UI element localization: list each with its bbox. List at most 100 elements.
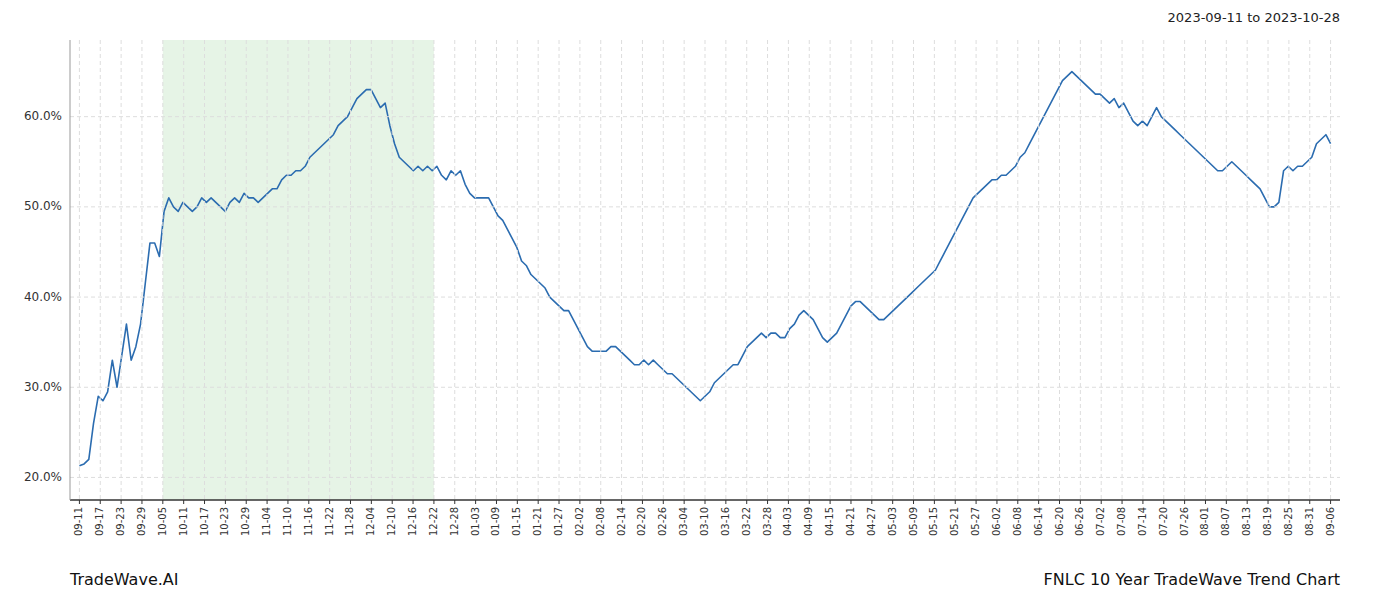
x-tick-label: 01-27 — [553, 507, 564, 536]
x-grid-line — [621, 40, 622, 500]
x-grid-line — [1017, 40, 1018, 500]
x-grid-line — [1247, 40, 1248, 500]
x-tick-label: 11-28 — [344, 507, 355, 536]
x-grid-line — [538, 40, 539, 500]
x-grid-line — [788, 40, 789, 500]
x-tick-label: 02-08 — [595, 507, 606, 536]
x-grid-line — [371, 40, 372, 500]
x-grid-line — [725, 40, 726, 500]
x-grid-line — [809, 40, 810, 500]
x-grid-line — [976, 40, 977, 500]
x-tick-label: 05-03 — [887, 507, 898, 536]
x-grid-line — [454, 40, 455, 500]
x-grid-line — [413, 40, 414, 500]
x-tick-label: 05-27 — [970, 507, 981, 536]
plot-area — [79, 40, 1330, 500]
x-tick-label: 08-25 — [1283, 507, 1294, 536]
x-tick-label: 07-08 — [1116, 507, 1127, 536]
x-tick-label: 01-15 — [511, 507, 522, 536]
x-grid-line — [767, 40, 768, 500]
x-grid-line — [996, 40, 997, 500]
x-tick-label: 04-27 — [866, 507, 877, 536]
x-grid-line — [496, 40, 497, 500]
x-tick-label: 02-26 — [657, 507, 668, 536]
x-tick-label: 12-10 — [386, 507, 397, 536]
x-grid-line — [517, 40, 518, 500]
x-tick-label: 05-21 — [949, 507, 960, 536]
x-grid-line — [267, 40, 268, 500]
x-tick-label: 10-05 — [157, 507, 168, 536]
y-tick-label: 20.0% — [24, 470, 62, 484]
x-tick-label: 07-20 — [1158, 507, 1169, 536]
x-grid-line — [955, 40, 956, 500]
x-tick-label: 07-26 — [1179, 507, 1190, 536]
x-grid-line — [308, 40, 309, 500]
x-tick-label: 05-15 — [928, 507, 939, 536]
x-grid-line — [1038, 40, 1039, 500]
x-tick-label: 10-23 — [219, 507, 230, 536]
x-tick-label: 02-20 — [636, 507, 647, 536]
x-tick-label: 04-15 — [824, 507, 835, 536]
x-tick-label: 10-29 — [240, 507, 251, 536]
x-grid-line — [1080, 40, 1081, 500]
x-tick-label: 01-09 — [490, 507, 501, 536]
x-grid-line — [79, 40, 80, 500]
x-tick-label: 07-14 — [1137, 507, 1148, 536]
x-grid-line — [892, 40, 893, 500]
x-tick-label: 04-21 — [845, 507, 856, 536]
x-grid-line — [913, 40, 914, 500]
x-tick-label: 08-19 — [1262, 507, 1273, 536]
x-grid-line — [871, 40, 872, 500]
x-grid-line — [600, 40, 601, 500]
date-range: 2023-09-11 to 2023-10-28 — [1168, 10, 1340, 25]
x-grid-line — [705, 40, 706, 500]
x-grid-line — [1226, 40, 1227, 500]
x-tick-label: 06-14 — [1033, 507, 1044, 536]
x-tick-label: 12-28 — [449, 507, 460, 536]
x-grid-line — [1205, 40, 1206, 500]
x-tick-label: 06-02 — [991, 507, 1002, 536]
x-tick-label: 12-16 — [407, 507, 418, 536]
x-tick-label: 07-02 — [1095, 507, 1106, 536]
y-tick-label: 60.0% — [24, 109, 62, 123]
x-grid-line — [1184, 40, 1185, 500]
x-tick-label: 03-16 — [720, 507, 731, 536]
x-tick-label: 02-02 — [574, 507, 585, 536]
axes: 20.0%30.0%40.0%50.0%60.0%09-1109-1709-23… — [24, 40, 1340, 536]
x-grid-line — [162, 40, 163, 500]
x-grid-line — [287, 40, 288, 500]
x-grid-line — [350, 40, 351, 500]
x-grid-line — [1059, 40, 1060, 500]
x-tick-label: 02-14 — [616, 507, 627, 536]
y-tick-label: 50.0% — [24, 199, 62, 213]
x-grid-line — [1122, 40, 1123, 500]
x-grid-line — [684, 40, 685, 500]
x-tick-label: 09-17 — [94, 507, 105, 536]
x-grid-line — [1330, 40, 1331, 500]
x-grid-line — [1142, 40, 1143, 500]
x-grid-line — [329, 40, 330, 500]
x-tick-label: 12-22 — [428, 507, 439, 536]
x-grid-line — [141, 40, 142, 500]
x-tick-label: 06-20 — [1054, 507, 1065, 536]
x-grid-line — [850, 40, 851, 500]
x-tick-label: 09-11 — [73, 507, 84, 536]
x-tick-label: 09-23 — [115, 507, 126, 536]
x-tick-label: 03-10 — [699, 507, 710, 536]
x-grid-line — [934, 40, 935, 500]
x-tick-label: 09-06 — [1325, 507, 1336, 536]
x-tick-label: 08-01 — [1199, 507, 1210, 536]
x-grid-line — [183, 40, 184, 500]
chart-title: FNLC 10 Year TradeWave Trend Chart — [1044, 570, 1340, 589]
x-grid-line — [204, 40, 205, 500]
x-tick-label: 11-22 — [324, 507, 335, 536]
shaded-region — [163, 40, 434, 500]
x-tick-label: 10-17 — [199, 507, 210, 536]
x-tick-label: 01-03 — [470, 507, 481, 536]
x-tick-label: 01-21 — [532, 507, 543, 536]
y-tick-label: 30.0% — [24, 380, 62, 394]
x-grid-line — [663, 40, 664, 500]
x-tick-label: 11-16 — [303, 507, 314, 536]
x-tick-label: 08-07 — [1220, 507, 1231, 536]
y-grid-line — [70, 206, 1340, 207]
